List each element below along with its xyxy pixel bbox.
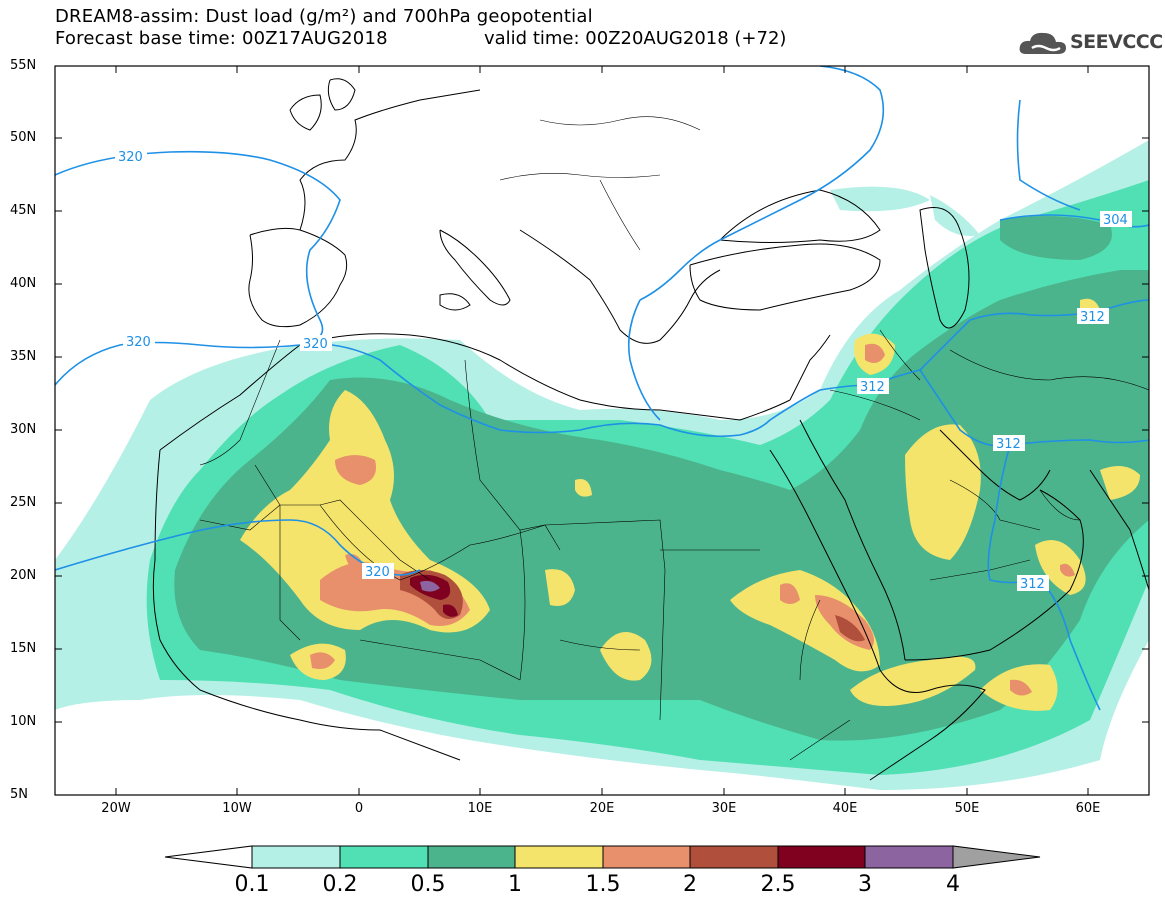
colorbar-label: 3 [858, 872, 872, 897]
lat-label: 15N [10, 641, 37, 656]
lat-label: 20N [10, 568, 37, 583]
lon-label: 10E [467, 801, 493, 816]
country-borders [199, 116, 1149, 761]
lat-label: 40N [10, 276, 37, 291]
valid-time: valid time: 00Z20AUG2018 (+72) [484, 28, 787, 49]
dust-level-3 [420, 580, 440, 592]
colorbar-bin [777, 845, 866, 869]
colorbar-bin [514, 845, 604, 869]
colorbar-label: 0.5 [410, 872, 446, 897]
colorbar-label: 0.1 [234, 872, 270, 897]
logo-text: SEEVCCC [1070, 31, 1163, 53]
lat-label: 45N [10, 203, 37, 218]
cloud-icon [1019, 32, 1066, 54]
lat-label: 55N [10, 58, 37, 73]
lat-label: 30N [10, 422, 37, 437]
contour-label: 320 [126, 335, 151, 350]
contour-label: 320 [118, 150, 143, 165]
contour-label: 304 [1103, 213, 1128, 228]
colorbar-bin [339, 845, 429, 869]
colorbar-label: 1 [508, 872, 522, 897]
lon-label: 40E [832, 801, 858, 816]
lon-label: 0 [354, 801, 364, 816]
lon-label: 20E [589, 801, 615, 816]
lon-label: 10W [222, 801, 252, 816]
colorbar-over-triangle [952, 845, 1041, 869]
lat-label: 10N [10, 714, 37, 729]
contour-label: 312 [996, 437, 1021, 452]
lat-label: 25N [10, 495, 37, 510]
lon-ticks [115, 66, 1089, 795]
colorbar-label: 2 [683, 872, 697, 897]
lon-label: 50E [954, 801, 980, 816]
coastlines [152, 78, 1149, 781]
lat-label: 35N [10, 349, 37, 364]
colorbar [164, 845, 1041, 869]
colorbar-bin [689, 845, 779, 869]
colorbar-bin [427, 845, 516, 869]
contour-label: 320 [303, 337, 328, 352]
contour-label: 312 [1020, 577, 1045, 592]
colorbar-under-triangle [164, 845, 253, 869]
lon-label: 20W [101, 801, 131, 816]
contour-label: 312 [1080, 310, 1105, 325]
colorbar-bin [602, 845, 691, 869]
lon-label: 30E [711, 801, 737, 816]
lat-label: 50N [10, 130, 37, 145]
lat-label: 5N [10, 787, 28, 802]
colorbar-bin [251, 845, 341, 869]
colorbar-label: 1.5 [585, 872, 621, 897]
colorbar-label: 0.2 [322, 872, 358, 897]
colorbar-label: 4 [946, 872, 960, 897]
contour-label: 312 [860, 380, 885, 395]
forecast-base-time: Forecast base time: 00Z17AUG2018 [55, 28, 388, 49]
lat-ticks [55, 65, 1149, 723]
colorbar-label: 2.5 [760, 872, 796, 897]
lon-label: 60E [1075, 801, 1101, 816]
contour-label: 320 [365, 565, 390, 580]
map-title: DREAM8-assim: Dust load (g/m²) and 700hP… [55, 6, 593, 27]
contour-labels: 320 320 320 320 312 312 312 312 304 [115, 148, 1132, 592]
colorbar-bin [864, 845, 954, 869]
